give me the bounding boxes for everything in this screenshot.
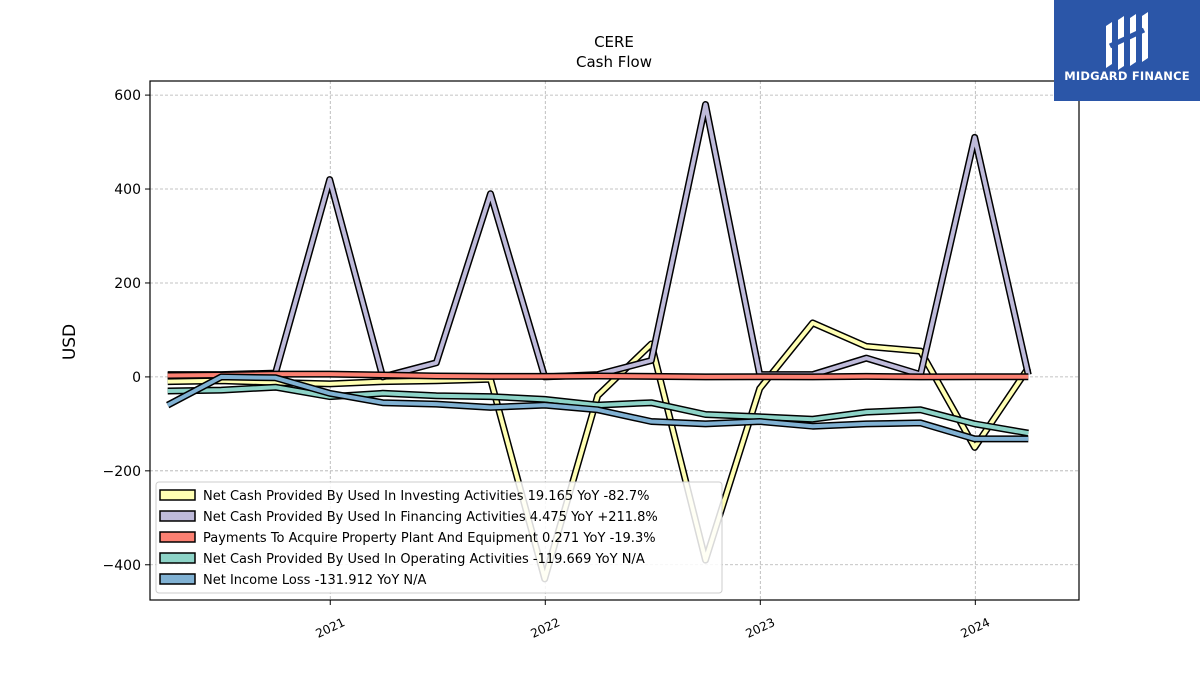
legend-swatch bbox=[159, 573, 196, 585]
series-stroke bbox=[167, 320, 1030, 581]
legend: Net Cash Provided By Used In Investing A… bbox=[155, 481, 723, 594]
legend-swatch bbox=[159, 531, 196, 543]
series-line bbox=[167, 383, 1029, 437]
x-tick-label: 2023 bbox=[743, 615, 777, 641]
legend-box bbox=[155, 481, 723, 594]
x-tick-label: 2022 bbox=[528, 615, 562, 641]
legend-swatch bbox=[159, 489, 196, 501]
y-tick-label: −200 bbox=[103, 464, 141, 480]
legend-label: Payments To Acquire Property Plant And E… bbox=[203, 531, 656, 546]
series-line bbox=[167, 370, 1029, 381]
brand-logo-text: MIDGARD FINANCE bbox=[1064, 69, 1190, 83]
legend-label: Net Cash Provided By Used In Financing A… bbox=[203, 510, 658, 525]
y-tick-label: 0 bbox=[132, 370, 141, 386]
series-line bbox=[167, 101, 1032, 381]
legend-swatch bbox=[159, 552, 196, 564]
legend-label: Net Cash Provided By Used In Operating A… bbox=[203, 552, 645, 567]
y-tick-label: 200 bbox=[114, 276, 141, 292]
legend-label: Net Cash Provided By Used In Investing A… bbox=[203, 489, 649, 504]
brand-logo: MIDGARD FINANCE bbox=[1054, 0, 1200, 101]
y-tick-label: −400 bbox=[103, 558, 141, 574]
y-tick-label: 400 bbox=[114, 182, 141, 198]
series-line bbox=[166, 373, 1029, 443]
legend-swatch bbox=[159, 510, 196, 522]
y-tick-label: 600 bbox=[114, 88, 141, 104]
chart-subtitle: Cash Flow bbox=[576, 53, 652, 71]
x-tick-label: 2021 bbox=[313, 615, 347, 641]
legend-label: Net Income Loss -131.912 YoY N/A bbox=[203, 573, 426, 588]
series-stroke bbox=[167, 102, 1031, 379]
series-line bbox=[167, 319, 1032, 583]
series-stroke bbox=[167, 372, 1029, 379]
series-stroke bbox=[166, 374, 1029, 441]
chart-title: CERE bbox=[594, 33, 634, 51]
brand-logo-icon bbox=[1106, 12, 1148, 70]
x-tick-label: 2024 bbox=[959, 615, 993, 641]
plot-frame bbox=[149, 80, 1080, 601]
y-axis-label: USD bbox=[60, 324, 80, 360]
series-stroke bbox=[167, 385, 1029, 436]
plot-series bbox=[166, 101, 1032, 583]
series-outline bbox=[167, 101, 1032, 381]
